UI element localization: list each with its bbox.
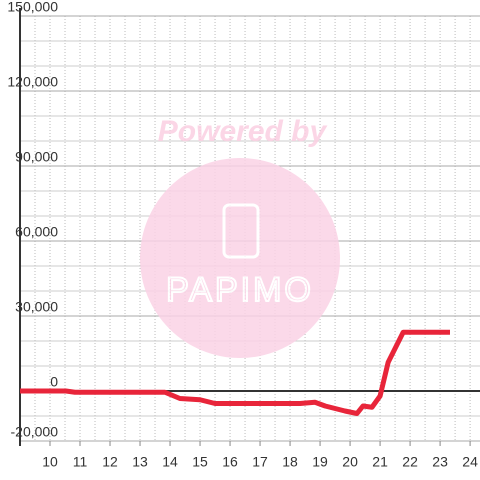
x-tick-label: 20 — [342, 454, 358, 470]
watermark-brand: PAPIMO — [166, 271, 314, 309]
x-tick-label: 16 — [222, 454, 238, 470]
watermark: Powered by PAPIMO — [140, 115, 340, 358]
plot: 150,000 120,000 90,000 60,000 30,000 0 -20,000… — [7, 0, 480, 470]
y-tick-label: 90,000 — [15, 149, 58, 165]
x-tick-label: 17 — [252, 454, 268, 470]
y-tick-label: 120,000 — [7, 74, 58, 90]
phone-icon — [222, 203, 260, 259]
x-tick-label: 10 — [42, 454, 58, 470]
x-tick-label: 21 — [372, 454, 388, 470]
x-tick-label: 22 — [402, 454, 418, 470]
y-tick-label: 0 — [50, 374, 58, 390]
x-tick-label: 23 — [432, 454, 448, 470]
y-tick-label: 30,000 — [15, 299, 58, 315]
y-tick-label: 60,000 — [15, 224, 58, 240]
x-tick-label: 15 — [192, 454, 208, 470]
x-tick-label: 19 — [312, 454, 328, 470]
x-tick-label: 11 — [73, 454, 88, 470]
x-tick-label: 14 — [162, 454, 178, 470]
y-tick-label: 150,000 — [7, 0, 58, 15]
x-tick-label: 12 — [102, 454, 118, 470]
x-tick-label: 24 — [462, 454, 478, 470]
watermark-title: Powered by — [158, 115, 328, 148]
x-tick-label: 18 — [282, 454, 298, 470]
x-tick-label: 13 — [132, 454, 148, 470]
y-tick-label: -20,000 — [11, 424, 59, 440]
data-line — [20, 329, 450, 416]
